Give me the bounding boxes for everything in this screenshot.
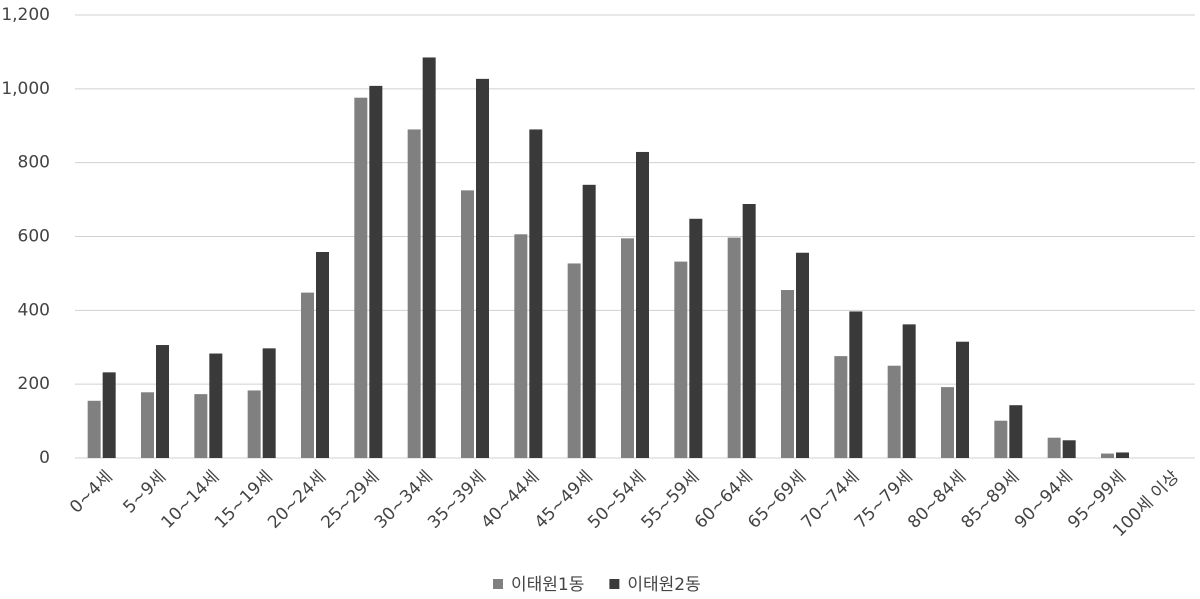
bar — [1101, 453, 1114, 458]
bar — [994, 420, 1008, 458]
bar — [1009, 405, 1023, 458]
x-tick-label: 40~44세 — [478, 467, 544, 533]
bar — [1047, 437, 1061, 458]
bar — [407, 129, 421, 459]
x-tick-label: 80~84세 — [904, 467, 970, 533]
y-tick-label: 1,200 — [1, 5, 50, 25]
bar — [529, 129, 543, 459]
bar — [354, 97, 368, 459]
bar — [636, 151, 649, 459]
legend-label: 이태원2동 — [627, 575, 700, 595]
bar — [887, 365, 901, 458]
bar — [247, 390, 261, 458]
bar — [369, 85, 383, 458]
x-tick-label: 35~39세 — [424, 467, 490, 533]
bar — [1116, 452, 1129, 458]
bar — [941, 387, 954, 458]
legend-swatch — [609, 579, 620, 589]
x-tick-label: 65~69세 — [744, 467, 810, 533]
bar — [674, 261, 688, 458]
bar — [194, 394, 208, 458]
bar — [582, 184, 596, 459]
bar — [514, 234, 528, 458]
bar — [422, 57, 436, 459]
y-tick-label: 800 — [18, 153, 50, 173]
x-tick-label: 5~9세 — [119, 467, 170, 518]
x-tick-label: 55~59세 — [638, 467, 704, 533]
x-tick-label: 75~79세 — [851, 467, 917, 533]
x-tick-label: 30~34세 — [371, 467, 437, 533]
x-tick-label: 15~19세 — [211, 467, 277, 533]
x-tick-label: 60~64세 — [691, 467, 757, 533]
legend-label: 이태원1동 — [511, 575, 584, 595]
x-tick-label: 50~54세 — [584, 467, 650, 533]
x-tick-label: 90~94세 — [1011, 467, 1077, 533]
bar — [102, 372, 116, 458]
x-tick-label: 45~49세 — [531, 467, 597, 533]
x-tick-label: 0~4세 — [66, 467, 117, 518]
bar — [727, 237, 741, 458]
bar — [742, 204, 756, 458]
y-tick-label: 600 — [18, 227, 50, 247]
y-tick-label: 1,000 — [1, 79, 50, 99]
x-tick-label: 10~14세 — [158, 467, 224, 533]
bar — [156, 345, 169, 458]
bar — [902, 324, 916, 458]
bar — [689, 218, 703, 458]
bar — [834, 356, 848, 458]
bar — [461, 190, 474, 458]
bar — [87, 400, 101, 458]
x-tick-label: 25~29세 — [318, 467, 384, 533]
x-tick-label: 70~74세 — [798, 467, 864, 533]
bar — [141, 392, 154, 458]
bar — [262, 348, 276, 458]
bar — [567, 263, 581, 458]
x-tick-label: 85~89세 — [958, 467, 1024, 533]
y-tick-label: 200 — [18, 374, 50, 394]
bar — [301, 292, 314, 458]
bar — [316, 252, 329, 458]
bar — [1062, 440, 1076, 458]
bar — [476, 78, 489, 458]
bar — [956, 341, 969, 458]
y-tick-label: 0 — [39, 448, 50, 468]
bar — [781, 290, 794, 458]
y-tick-label: 400 — [18, 300, 50, 320]
legend-swatch — [493, 579, 503, 589]
bar — [209, 353, 223, 458]
x-tick-label: 20~24세 — [264, 467, 330, 533]
bar — [796, 252, 809, 458]
legend: 이태원1동 이태원2동 — [493, 575, 701, 595]
bar — [849, 311, 863, 458]
bar — [621, 238, 634, 458]
